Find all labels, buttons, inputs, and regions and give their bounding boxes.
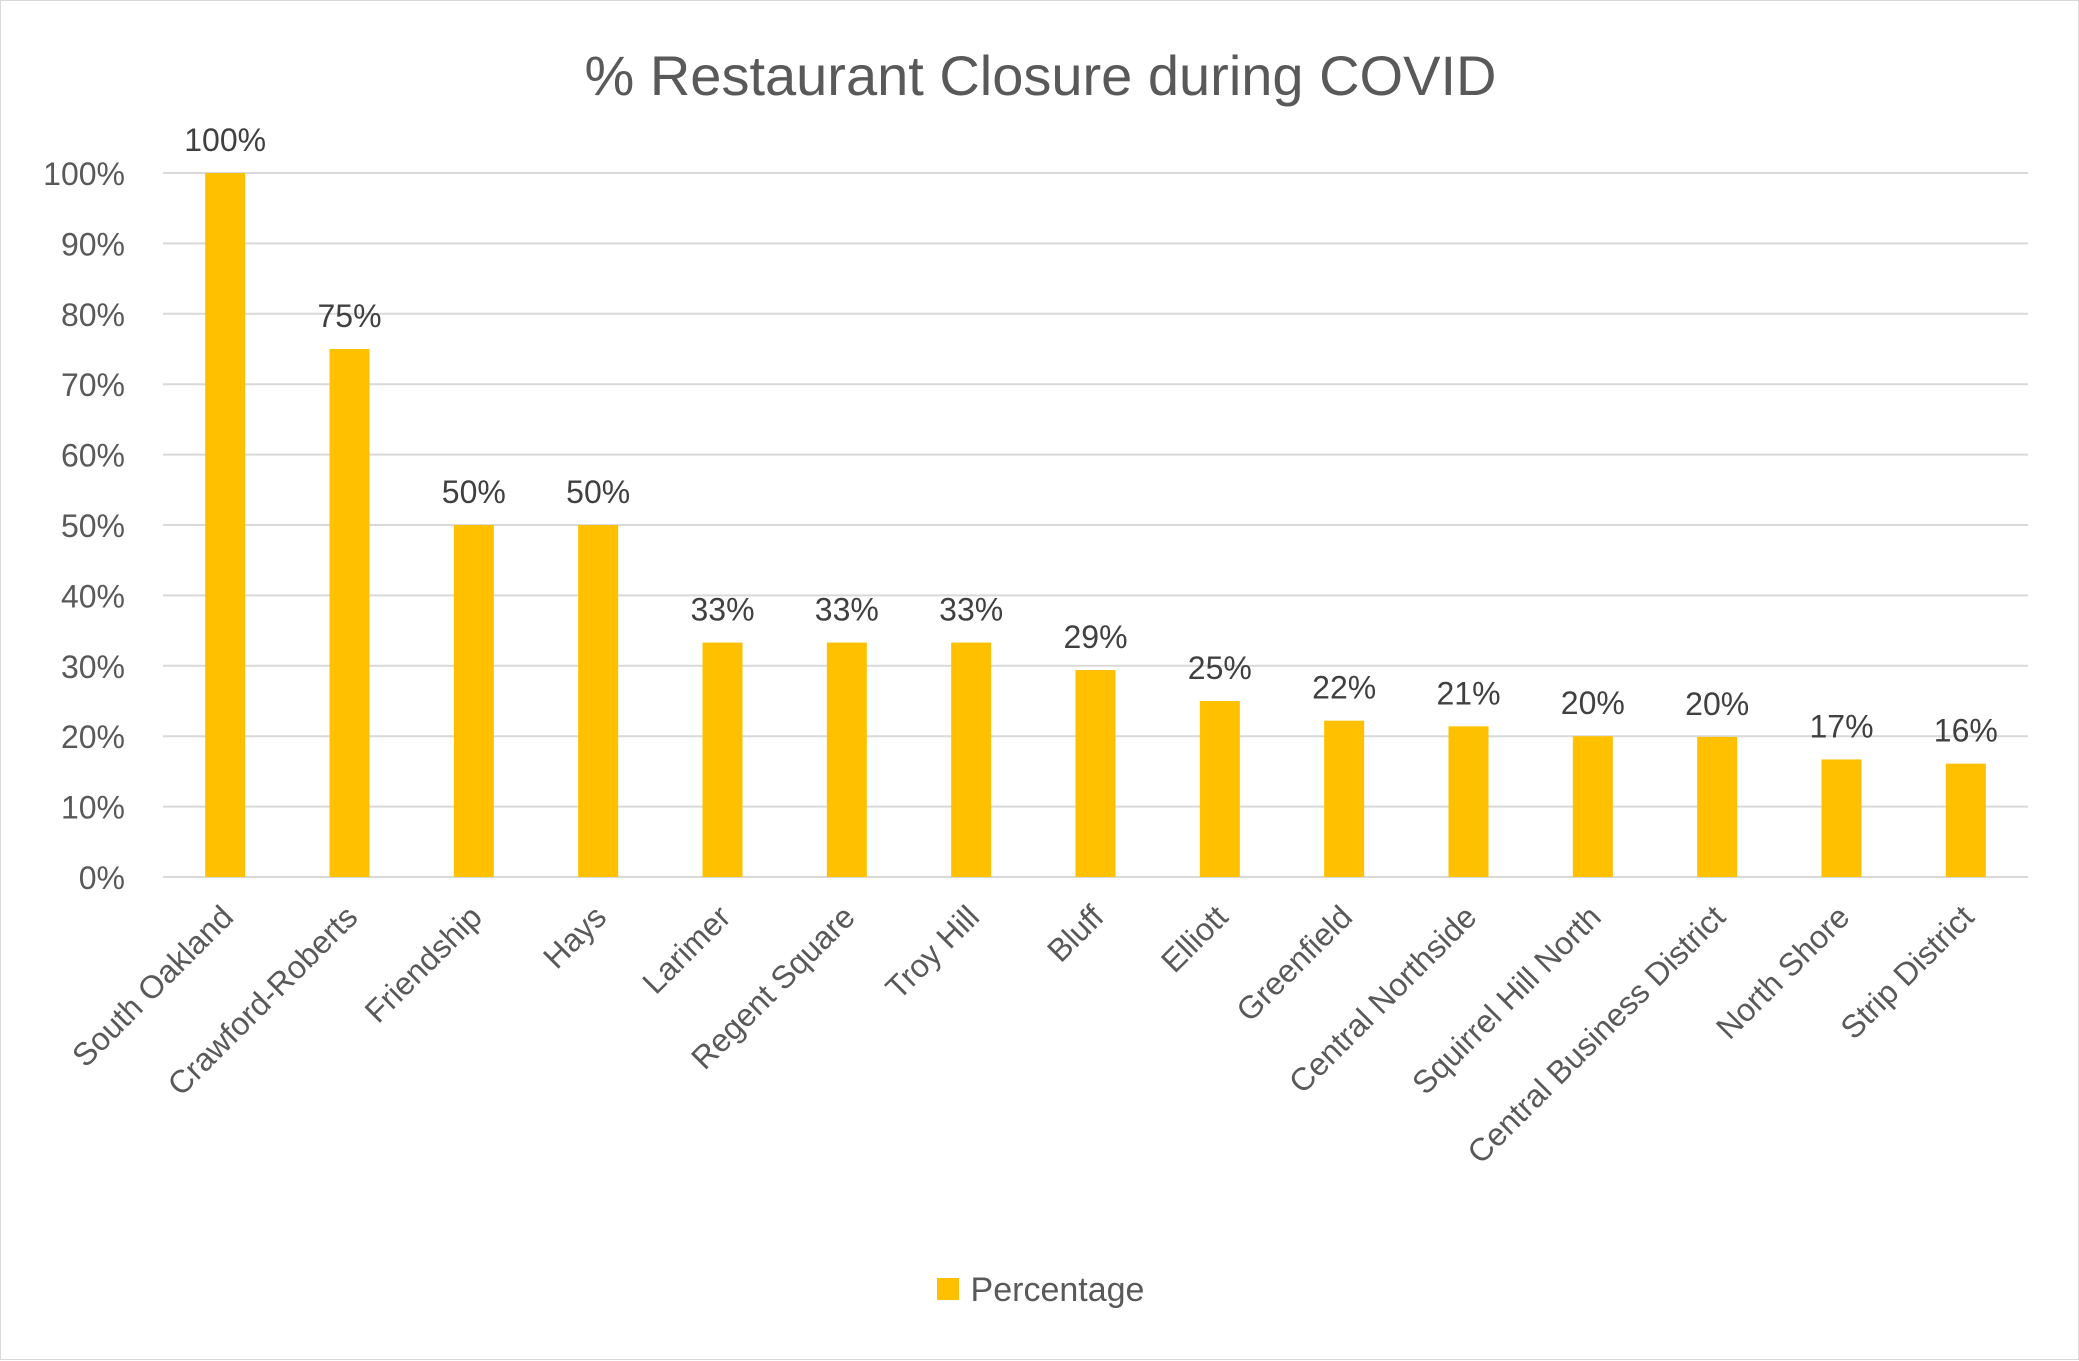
x-tick-label: North Shore bbox=[1709, 898, 1856, 1045]
data-label: 20% bbox=[1685, 686, 1749, 722]
bar bbox=[1572, 736, 1613, 877]
bar bbox=[205, 173, 246, 877]
bar bbox=[1697, 736, 1738, 877]
bar bbox=[578, 525, 619, 877]
data-label: 20% bbox=[1561, 685, 1625, 721]
bar bbox=[1075, 670, 1116, 877]
bar bbox=[1199, 701, 1240, 877]
bar bbox=[1821, 759, 1862, 877]
y-tick-label: 40% bbox=[61, 578, 125, 614]
data-label: 17% bbox=[1809, 708, 1873, 744]
bar bbox=[1324, 720, 1365, 877]
data-label: 50% bbox=[442, 474, 506, 510]
bar bbox=[329, 349, 370, 877]
x-tick-label: Elliott bbox=[1154, 898, 1235, 979]
data-label: 21% bbox=[1436, 675, 1500, 711]
x-tick-label: Friendship bbox=[358, 898, 489, 1029]
data-label: 75% bbox=[317, 298, 381, 334]
y-tick-label: 70% bbox=[61, 367, 125, 403]
bar bbox=[951, 642, 992, 877]
x-tick-label: Strip District bbox=[1833, 898, 1980, 1045]
y-tick-label: 80% bbox=[61, 297, 125, 333]
x-tick-label: Hays bbox=[536, 898, 613, 975]
legend-label: Percentage bbox=[970, 1271, 1145, 1309]
legend-swatch bbox=[936, 1278, 959, 1301]
bar bbox=[1945, 763, 1986, 877]
chart-title: % Restaurant Closure during COVID bbox=[584, 44, 1497, 107]
data-label: 33% bbox=[690, 592, 754, 628]
y-tick-label: 30% bbox=[61, 649, 125, 685]
x-tick-label: Central Business District bbox=[1460, 898, 1732, 1170]
y-tick-label: 60% bbox=[61, 438, 125, 474]
y-tick-label: 0% bbox=[79, 860, 125, 896]
legend-item: Percentage bbox=[936, 1271, 1145, 1310]
data-label: 100% bbox=[184, 122, 266, 158]
bar bbox=[826, 642, 867, 877]
data-label: 29% bbox=[1063, 619, 1127, 655]
data-label: 33% bbox=[815, 592, 879, 628]
y-tick-label: 10% bbox=[61, 790, 125, 826]
y-tick-label: 50% bbox=[61, 508, 125, 544]
y-tick-label: 100% bbox=[43, 156, 125, 192]
data-label: 25% bbox=[1188, 650, 1252, 686]
legend: Percentage bbox=[1, 1271, 2079, 1310]
y-tick-label: 20% bbox=[61, 719, 125, 755]
x-tick-label: Larimer bbox=[635, 898, 737, 1000]
y-tick-label: 90% bbox=[61, 226, 125, 262]
data-label: 16% bbox=[1934, 713, 1998, 749]
data-label: 22% bbox=[1312, 670, 1376, 706]
x-tick-label: Bluff bbox=[1040, 898, 1110, 968]
data-label: 33% bbox=[939, 592, 1003, 628]
bar bbox=[702, 642, 743, 877]
bar bbox=[1448, 726, 1489, 877]
x-tick-label: Troy Hill bbox=[879, 898, 987, 1006]
bar bbox=[453, 525, 494, 877]
x-tick-label: Greenfield bbox=[1229, 898, 1359, 1028]
data-label: 50% bbox=[566, 474, 630, 510]
